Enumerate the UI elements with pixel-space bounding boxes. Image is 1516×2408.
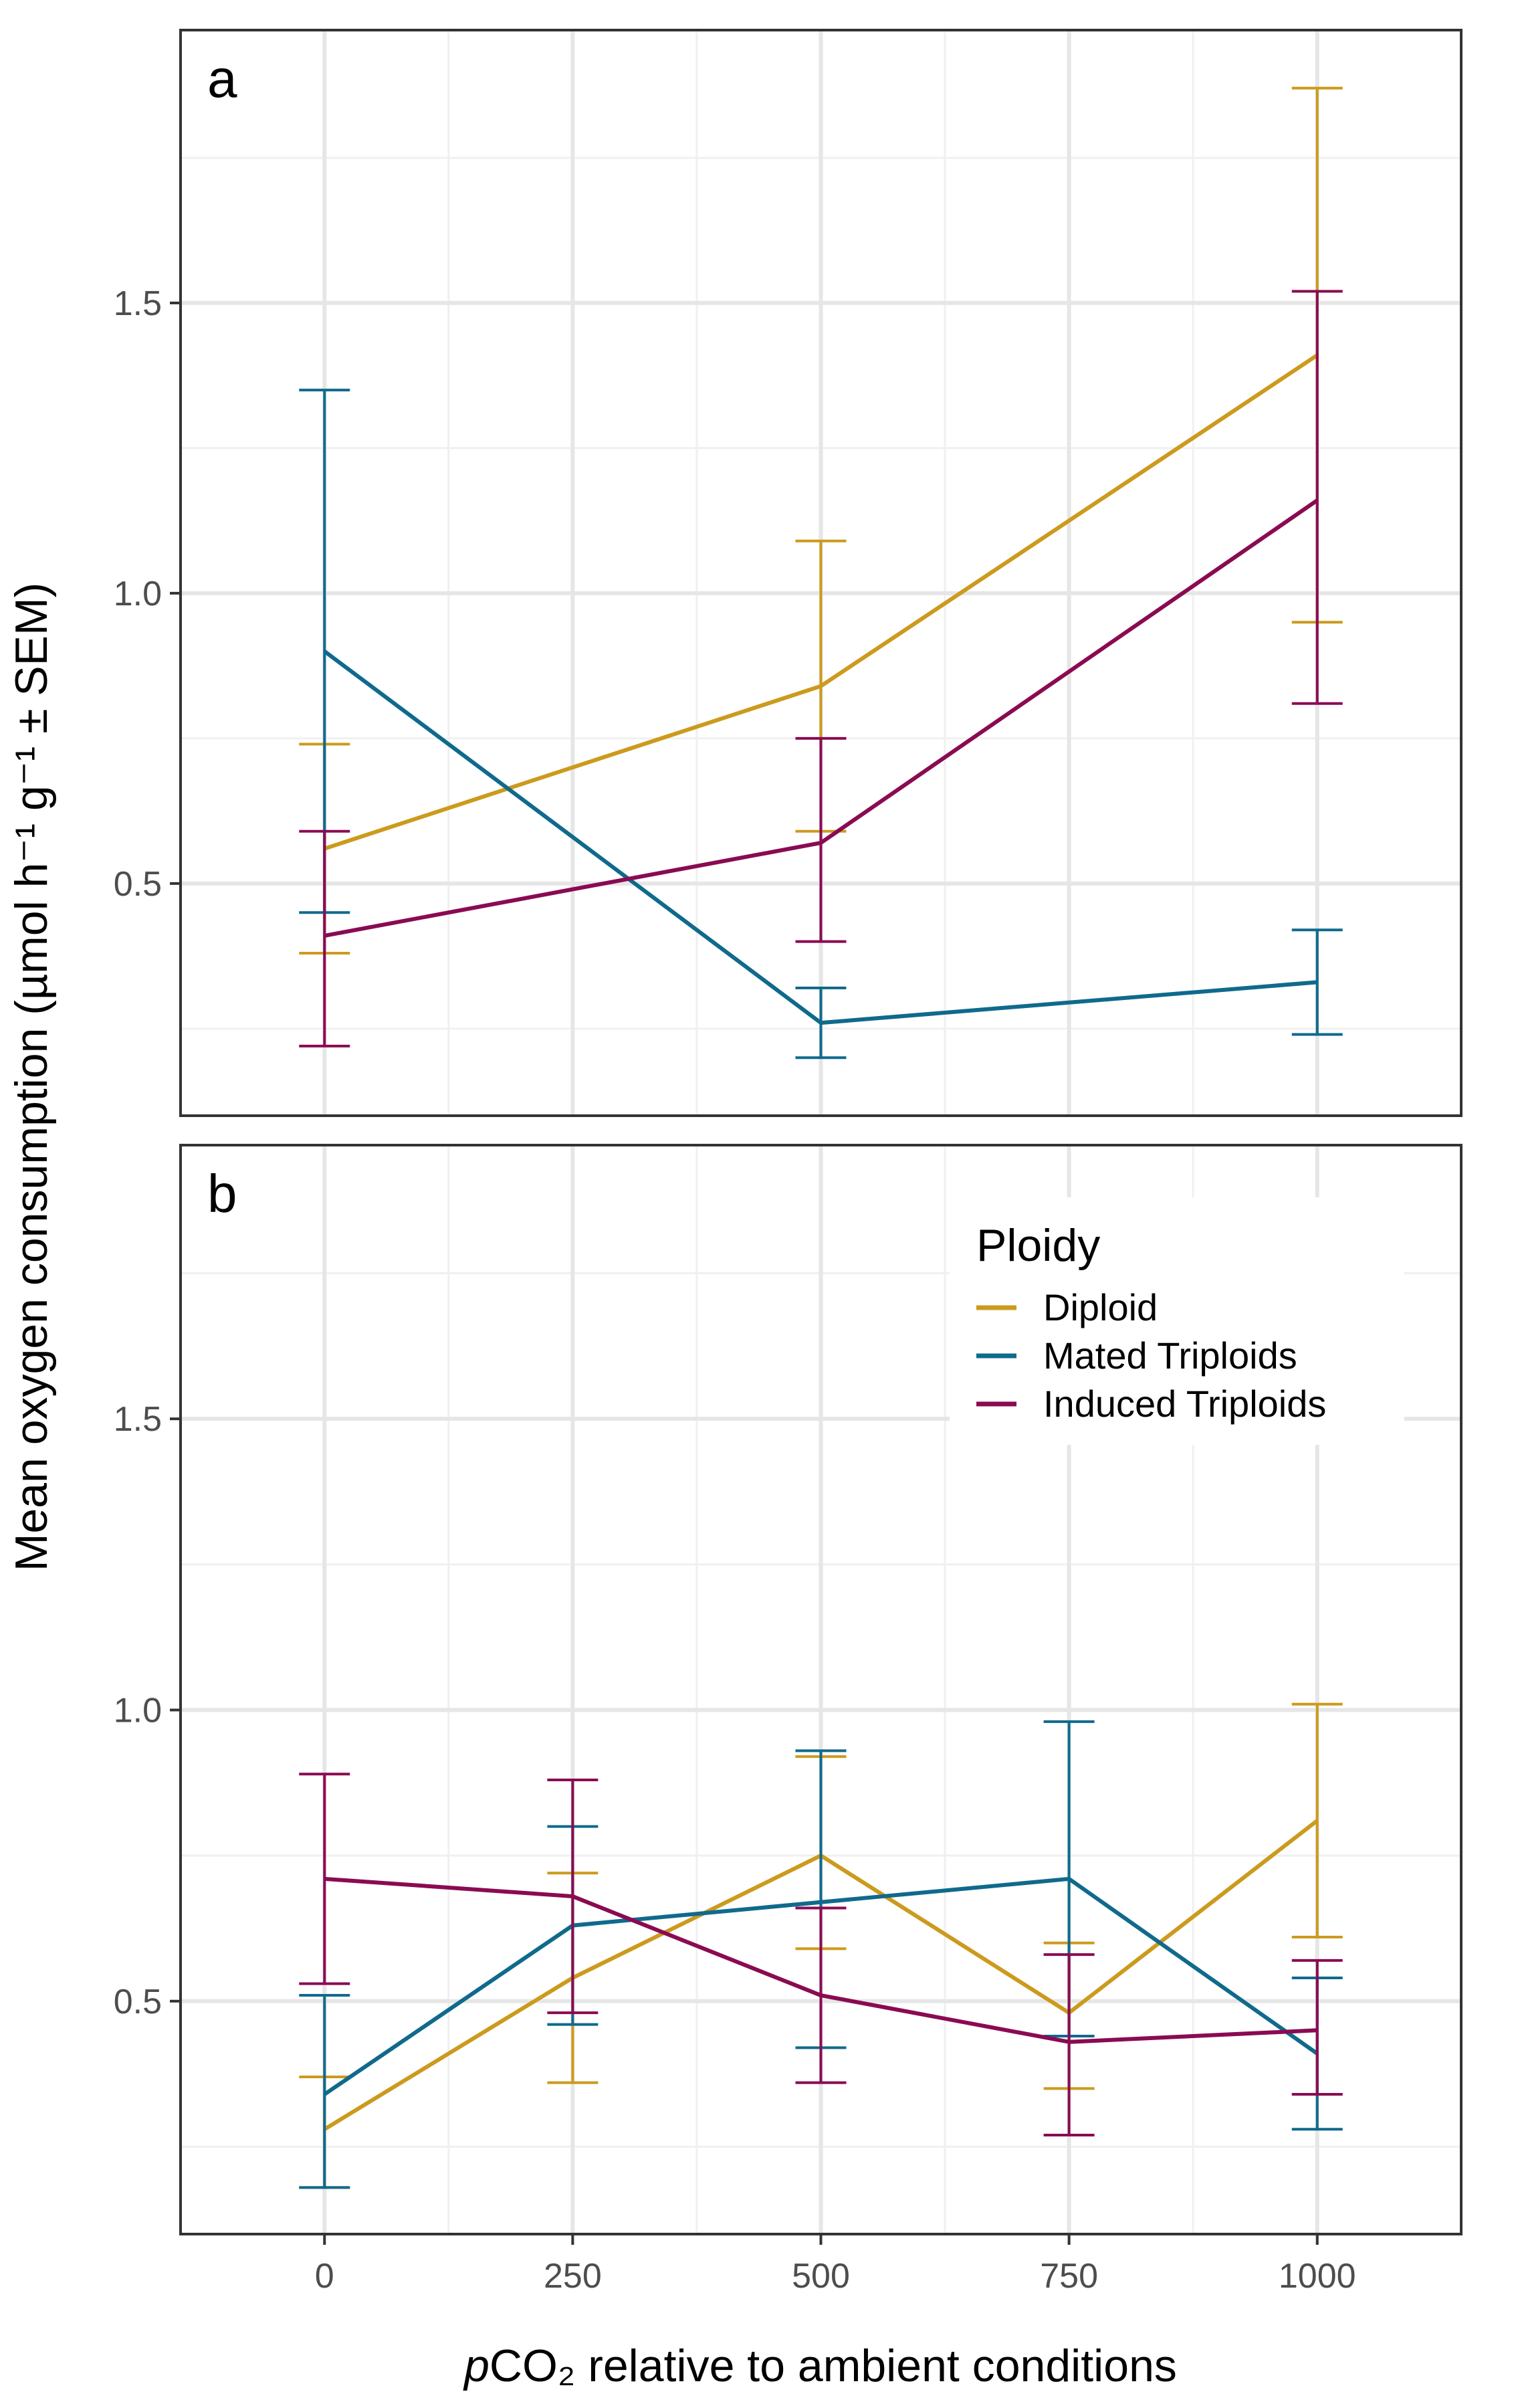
error-bar-induced-triploids (1291, 1959, 1343, 2096)
y-tick-label: 0.5 (114, 865, 162, 904)
error-bar-induced-triploids (1291, 290, 1343, 705)
x-axis-title-italic: p (463, 2340, 490, 2391)
y-tick-label: 1.5 (114, 1400, 162, 1439)
panel-tag: a (207, 49, 237, 108)
error-bar-induced-triploids (299, 829, 350, 1047)
legend-label-mated-triploids: Mated Triploids (1043, 1334, 1297, 1377)
y-tick-label: 1.5 (114, 284, 162, 323)
x-tick-label: 1000 (1279, 2257, 1356, 2296)
legend-title: Ploidy (976, 1220, 1100, 1271)
legend-label-diploid: Diploid (1043, 1286, 1158, 1328)
y-axis-title: Mean oxygen consumption (µmol h⁻¹ g⁻¹ ± … (6, 583, 57, 1572)
panel-border (179, 29, 1463, 1117)
x-tick-label: 250 (544, 2257, 602, 2296)
panel-a: 0.5 1.0 1.5 a (114, 29, 1463, 1117)
legend-background (950, 1197, 1404, 1445)
error-bar-mated-triploids (299, 1994, 350, 2189)
panel-b: 0.5 1.0 1.5 b (114, 1144, 1463, 2235)
x-axis-title: pCO₂ relative to ambient conditions (463, 2340, 1177, 2391)
y-tick-label: 1.0 (114, 1691, 162, 1730)
series-layer (299, 86, 1343, 1060)
x-tick-label: 0 (315, 2257, 334, 2296)
x-tick-label: 500 (792, 2257, 850, 2296)
panel-tag: b (207, 1164, 237, 1223)
y-tick-label: 1.0 (114, 575, 162, 613)
error-bar-induced-triploids (795, 736, 847, 943)
x-axis-title-rest: CO₂ relative to ambient conditions (490, 2340, 1177, 2391)
x-tick-label: 750 (1040, 2257, 1098, 2296)
series-layer (299, 1702, 1343, 2189)
legend-label-induced-triploids: Induced Triploids (1043, 1383, 1326, 1425)
legend: Ploidy Diploid Mated Triploids Induced Trip… (950, 1197, 1404, 1445)
error-bar-induced-triploids (1043, 1953, 1095, 2136)
y-tick-label: 0.5 (114, 1983, 162, 2021)
panels-layer: 0.5 1.0 1.5 a 0.5 1.0 1.5 b 0 250 500 750 1000 Ploidy… (114, 29, 1463, 2296)
